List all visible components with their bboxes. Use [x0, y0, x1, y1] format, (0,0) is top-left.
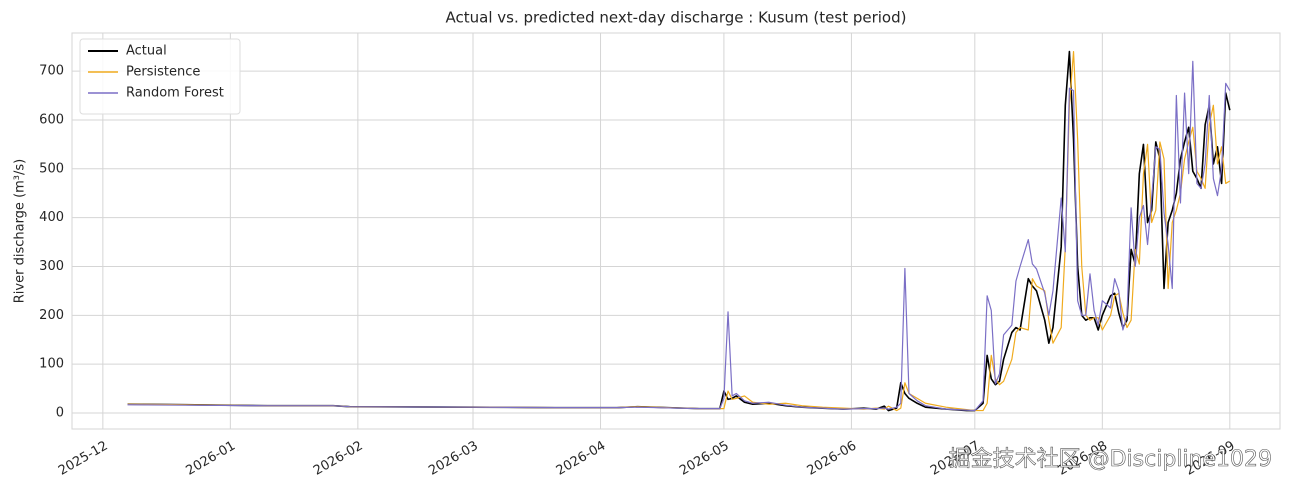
x-tick-label: 2025-12: [56, 439, 111, 479]
y-tick-label: 300: [39, 259, 64, 274]
watermark: 掘金技术社区 @Discipline1029: [949, 447, 1272, 472]
y-axis-label: River discharge (m³/s): [13, 159, 28, 303]
y-tick-label: 600: [39, 112, 64, 127]
y-tick-label: 200: [39, 308, 64, 323]
plot-frame: [71, 32, 1281, 430]
legend-label: Persistence: [126, 65, 200, 80]
y-tick-label: 100: [39, 357, 64, 372]
x-tick-label: 2026-02: [311, 439, 366, 479]
x-tick-label: 2026-06: [805, 439, 860, 479]
legend-label: Actual: [126, 44, 167, 59]
x-tick-label: 2026-03: [426, 439, 481, 479]
x-tick-label: 2026-01: [184, 439, 239, 479]
y-tick-label: 400: [39, 210, 64, 225]
legend-box: [79, 38, 241, 115]
y-tick-label: 500: [39, 161, 64, 176]
x-tick-label: 2026-04: [554, 439, 609, 479]
series-line: [127, 60, 1231, 412]
y-tick-label: 700: [39, 64, 64, 79]
x-tick-label: 2026-05: [677, 439, 732, 479]
legend-label: Random Forest: [126, 86, 224, 101]
y-tick-label: 0: [56, 406, 64, 421]
chart-title: Actual vs. predicted next-day discharge …: [446, 9, 907, 27]
series-line: [127, 50, 1231, 412]
series-line: [127, 50, 1231, 412]
